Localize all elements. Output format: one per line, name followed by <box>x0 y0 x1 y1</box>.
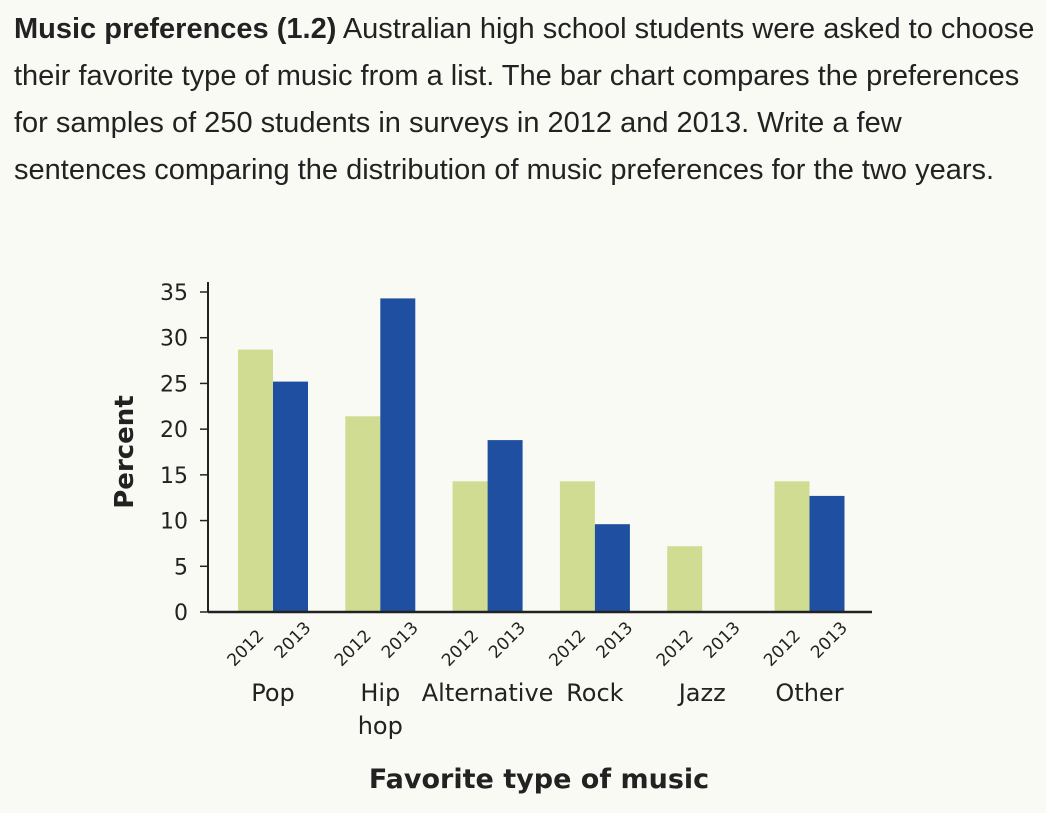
bar-2013-other <box>809 495 845 612</box>
y-tick-label: 30 <box>160 327 188 352</box>
y-tick-label: 35 <box>160 281 188 306</box>
y-tick-label: 5 <box>174 555 188 580</box>
bar-2013-rock <box>594 524 630 612</box>
bar-2012-hip-hop <box>345 416 381 612</box>
bar-year-label: 2013 <box>592 618 637 663</box>
bar-year-label: 2012 <box>760 626 805 671</box>
bar-2013-alternative <box>487 440 523 612</box>
bar-2013-hip-hop <box>380 298 416 612</box>
x-tick-label: Alternative <box>422 679 554 707</box>
y-axis-title: Percent <box>110 395 140 509</box>
bar-year-label: 2013 <box>485 618 530 663</box>
x-tick-label: Jazz <box>677 679 726 707</box>
y-tick-label: 15 <box>160 464 188 489</box>
x-tick-label: Other <box>775 679 843 707</box>
bar-year-label: 2012 <box>438 626 483 671</box>
bar-year-label: 2012 <box>653 626 698 671</box>
bar-year-label: 2013 <box>271 618 316 663</box>
y-tick-label: 10 <box>160 510 188 535</box>
x-tick-label: Rock <box>566 679 623 707</box>
axes-group <box>200 282 872 614</box>
bar-year-label: 2012 <box>545 626 590 671</box>
y-tick-label: 25 <box>160 372 188 397</box>
bar-2012-other <box>774 481 810 612</box>
bar-year-label: 2013 <box>807 618 852 663</box>
y-tick-label: 20 <box>160 418 188 443</box>
y-tick-label: 0 <box>174 601 188 626</box>
bar-2013-pop <box>273 381 308 612</box>
bar-2012-jazz <box>667 546 703 612</box>
problem-body: Australian high school students were ask… <box>14 13 1035 186</box>
bar-2012-pop <box>238 349 273 612</box>
x-tick-label: Pop <box>251 679 295 707</box>
bar-year-label: 2013 <box>378 618 423 663</box>
bar-2012-rock <box>559 481 595 612</box>
bar-year-label: 2012 <box>331 626 376 671</box>
bar-year-label: 2012 <box>224 626 269 671</box>
x-axis-title: Favorite type of music <box>369 764 709 795</box>
x-tick-label: Hip <box>360 679 400 707</box>
problem-text: Music preferences (1.2) Australian high … <box>14 6 1040 194</box>
problem-title: Music preferences (1.2) <box>14 13 337 45</box>
bar-year-label: 2013 <box>700 618 745 663</box>
chart-container: 0 5 10 15 20 25 30 35 Percent 2012 2013 Pop 2012 2013… <box>0 255 1046 808</box>
x-tick-label: hop <box>358 712 403 740</box>
bars-group <box>238 298 845 612</box>
bar-2012-alternative <box>452 481 488 612</box>
